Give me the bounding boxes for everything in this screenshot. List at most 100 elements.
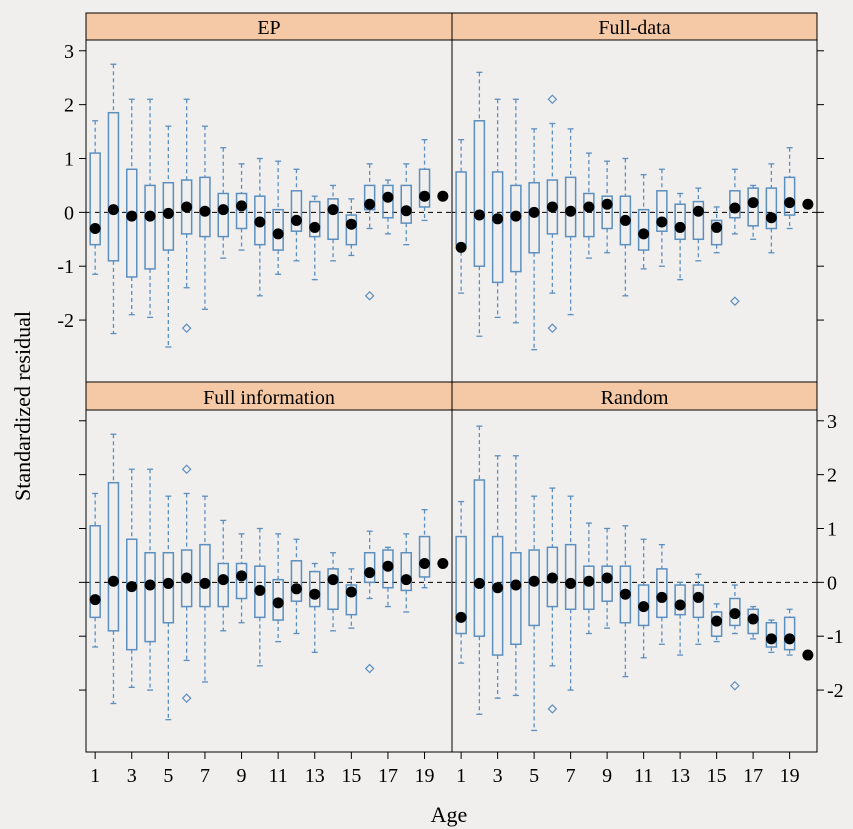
x-tick-label: 17 [378,765,398,787]
panel-title: Random [601,387,669,409]
box-age-2 [473,425,486,715]
box-iqr [656,568,668,619]
x-tick-label: 11 [634,765,653,787]
mean-point [784,197,796,209]
mean-point [546,572,558,584]
y-tick-label: -2 [827,680,844,702]
mean-point [437,190,449,202]
x-tick-label: 13 [305,765,325,787]
outlier-point [181,464,192,475]
box-iqr [583,565,595,611]
mean-point [619,214,631,226]
mean-point [492,213,504,225]
box-age-7 [564,495,577,691]
box-age-9 [601,527,613,629]
box-iqr [674,584,686,616]
mean-point [802,649,814,661]
box-iqr [418,168,431,208]
y-tick-label: 1 [64,148,74,170]
mean-point [309,588,321,600]
box-iqr [473,120,486,267]
box-iqr [309,570,321,608]
box-iqr [327,568,339,611]
box-iqr [601,565,613,602]
outlier-point [547,704,558,714]
box-iqr [601,195,613,230]
box-iqr [345,584,358,616]
mean-point [692,205,704,217]
box-iqr [710,219,723,246]
mean-point [638,228,650,240]
x-tick-label: 7 [566,765,576,787]
x-tick-label: 19 [415,765,435,787]
box-age-9 [601,160,613,254]
box-age-14 [692,187,705,262]
box-age-2 [107,433,120,705]
y-tick-label: -2 [57,310,74,332]
mean-point [455,611,467,623]
mean-point [217,574,229,586]
box-age-10 [619,525,632,678]
box-age-12 [656,543,668,645]
box-age-13 [674,581,686,656]
box-age-4 [510,98,522,324]
box-age-7 [199,125,211,310]
box-iqr [107,111,120,262]
box-iqr [564,176,577,238]
box-iqr [363,551,376,584]
box-age-3 [126,98,138,316]
panel-border [85,381,453,753]
y-tick-label: -1 [57,256,74,278]
box-iqr [162,181,175,251]
box-iqr [107,481,120,632]
x-tick-label: 19 [780,765,800,787]
y-tick-label: 3 [64,41,74,63]
x-tick-label: 1 [90,765,100,787]
mean-point [674,221,686,233]
mean-point [656,216,668,228]
y-tick-label: 0 [64,202,74,224]
box-age-17 [382,546,394,608]
mean-point [181,572,193,584]
box-iqr [747,608,759,635]
box-age-9 [235,533,248,624]
box-iqr [583,192,595,238]
box-iqr [528,181,540,254]
y-tick-label: 2 [827,465,837,487]
mean-point [272,228,284,240]
x-tick-label: 3 [127,765,137,787]
mean-point [382,560,394,572]
box-age-18 [765,619,778,654]
mean-point [674,599,686,611]
box-age-4 [510,455,522,697]
mean-point [181,201,193,213]
box-iqr [400,184,412,224]
box-age-11 [637,173,650,270]
box-iqr [455,171,467,246]
mean-point [400,574,412,586]
x-tick-label: 11 [269,765,288,787]
box-iqr [199,543,211,608]
box-iqr [491,535,504,656]
box-age-19 [783,147,796,230]
box-age-14 [327,552,339,632]
box-age-13 [674,192,686,281]
mean-point [364,198,376,210]
mean-point [528,206,540,218]
y-tick-label: 0 [827,572,837,594]
mean-point [711,221,723,233]
panel-border [85,12,453,383]
box-iqr [783,616,796,651]
x-tick-label: 3 [493,765,503,787]
box-age-15 [710,603,723,643]
mean-point [419,190,431,202]
mean-point [89,594,101,606]
box-age-17 [382,179,394,235]
y-tick-label: -1 [827,626,844,648]
x-tick-label: 5 [163,765,173,787]
panel-border [451,12,818,383]
mean-point [327,574,339,586]
box-age-15 [710,206,723,254]
box-iqr [272,208,284,251]
outlier-point [730,680,740,691]
